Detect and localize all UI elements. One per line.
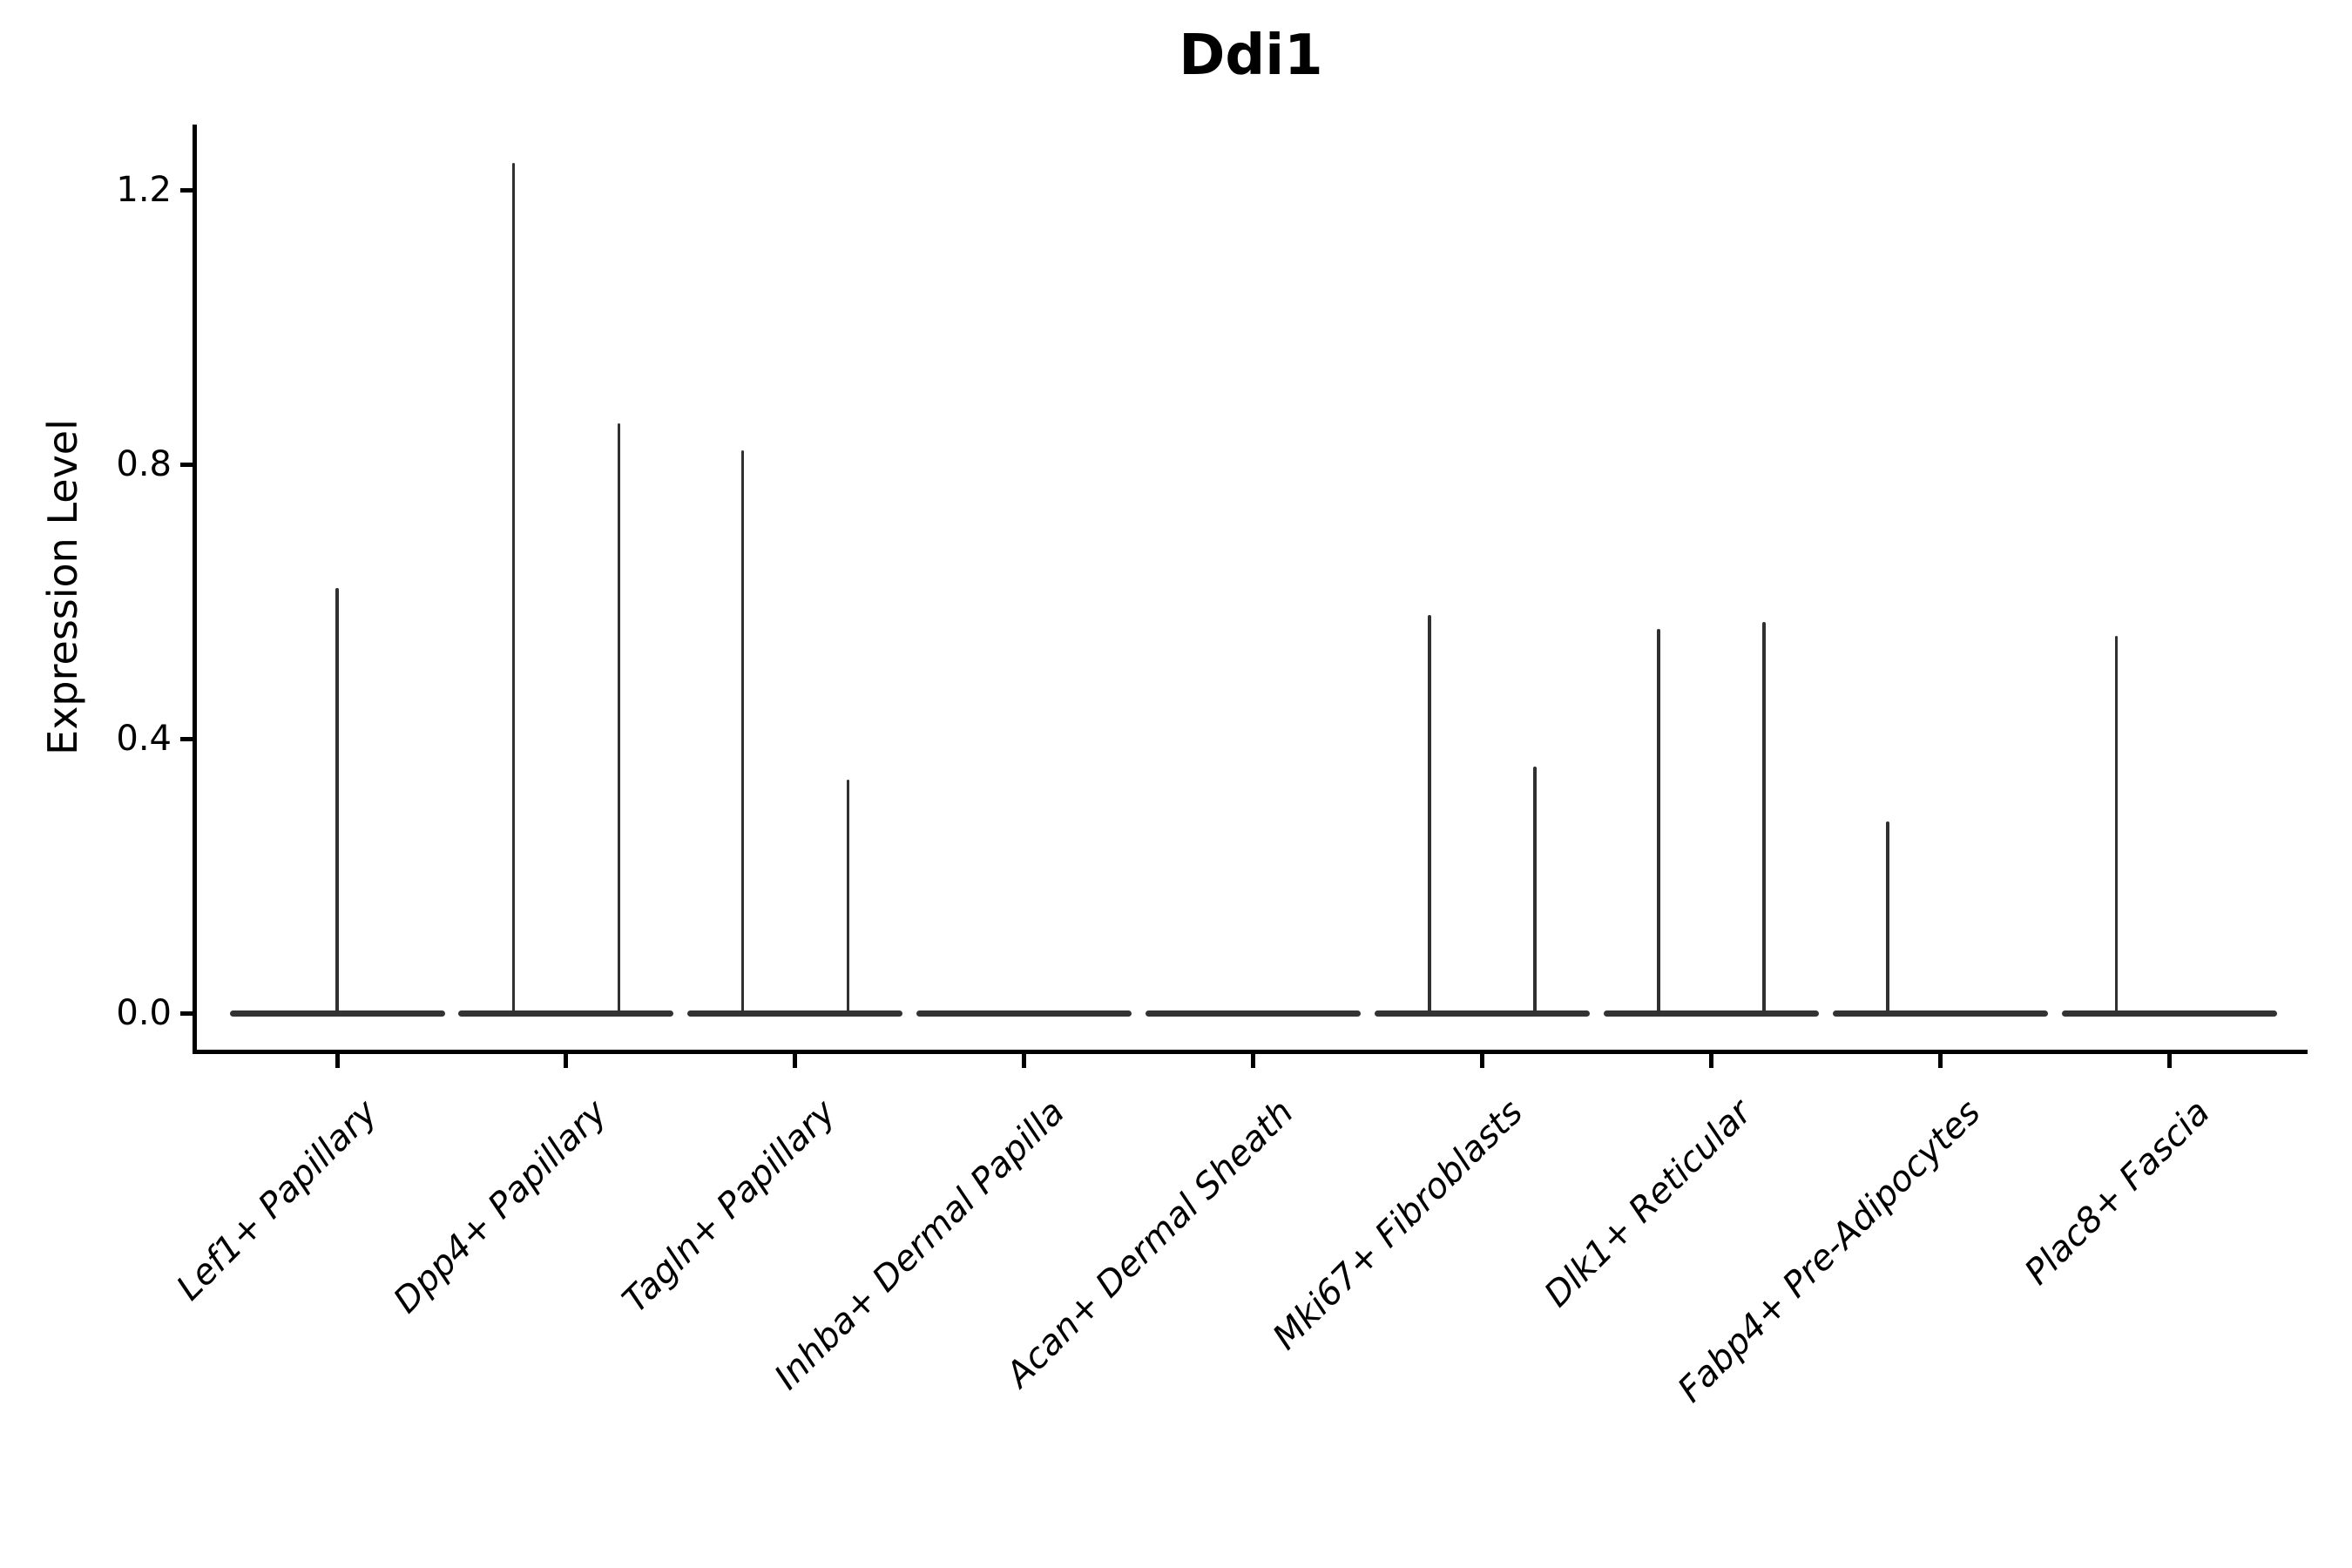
x-tick-mark bbox=[564, 1054, 569, 1068]
y-tick-mark bbox=[180, 462, 194, 467]
violin-baseline bbox=[458, 1010, 674, 1017]
y-tick-label: 0.4 bbox=[116, 719, 172, 759]
x-tick-mark bbox=[1022, 1054, 1027, 1068]
x-tick-label: Mki67+ Fibroblasts bbox=[1265, 1092, 1531, 1358]
x-tick-mark bbox=[793, 1054, 798, 1068]
x-tick-mark bbox=[1251, 1054, 1256, 1068]
x-tick-label: Lef1+ Papillary bbox=[169, 1092, 386, 1308]
x-tick-mark bbox=[335, 1054, 340, 1068]
x-axis-spine bbox=[193, 1050, 2308, 1054]
x-tick-label: Tagln+ Papillary bbox=[615, 1092, 844, 1321]
violin-spike bbox=[335, 587, 339, 1013]
violin-spike bbox=[2114, 635, 2119, 1013]
x-tick-mark bbox=[1708, 1054, 1713, 1068]
violin-baseline bbox=[1832, 1010, 2048, 1017]
violin-baseline bbox=[229, 1010, 445, 1017]
x-tick-label: Plac8+ Fascia bbox=[2017, 1092, 2218, 1293]
y-axis-label: Expression Level bbox=[39, 419, 86, 755]
violin-spike bbox=[1533, 766, 1537, 1013]
x-tick-label: Dlk1+ Reticular bbox=[1537, 1092, 1760, 1315]
violin-baseline bbox=[1146, 1010, 1362, 1017]
y-tick-label: 0.0 bbox=[116, 993, 172, 1033]
y-tick-mark bbox=[180, 187, 194, 193]
y-tick-label: 1.2 bbox=[116, 170, 172, 210]
violin-spike bbox=[846, 780, 850, 1013]
violin-baseline bbox=[1603, 1010, 1819, 1017]
violin-spike bbox=[1886, 821, 1889, 1013]
violin-spike bbox=[617, 422, 621, 1013]
y-axis-spine bbox=[193, 125, 197, 1054]
y-tick-mark bbox=[180, 1010, 194, 1016]
x-tick-label: Dpp4+ Papillary bbox=[385, 1092, 615, 1321]
violin-baseline bbox=[1375, 1010, 1590, 1017]
violin-spike bbox=[1657, 629, 1660, 1013]
violin-spike bbox=[740, 450, 745, 1013]
violin-spike bbox=[1762, 622, 1766, 1013]
x-tick-mark bbox=[1937, 1054, 1943, 1068]
violin-baseline bbox=[2061, 1010, 2277, 1017]
y-tick-mark bbox=[180, 736, 194, 741]
y-tick-label: 0.8 bbox=[116, 444, 172, 484]
violin-baseline bbox=[916, 1010, 1132, 1017]
plot-title: Ddi1 bbox=[1179, 24, 1323, 88]
violin-baseline bbox=[687, 1010, 903, 1017]
x-tick-mark bbox=[1480, 1054, 1484, 1068]
x-tick-mark bbox=[2166, 1054, 2172, 1068]
violin-spike bbox=[511, 162, 516, 1013]
violin-spike bbox=[1428, 615, 1431, 1013]
